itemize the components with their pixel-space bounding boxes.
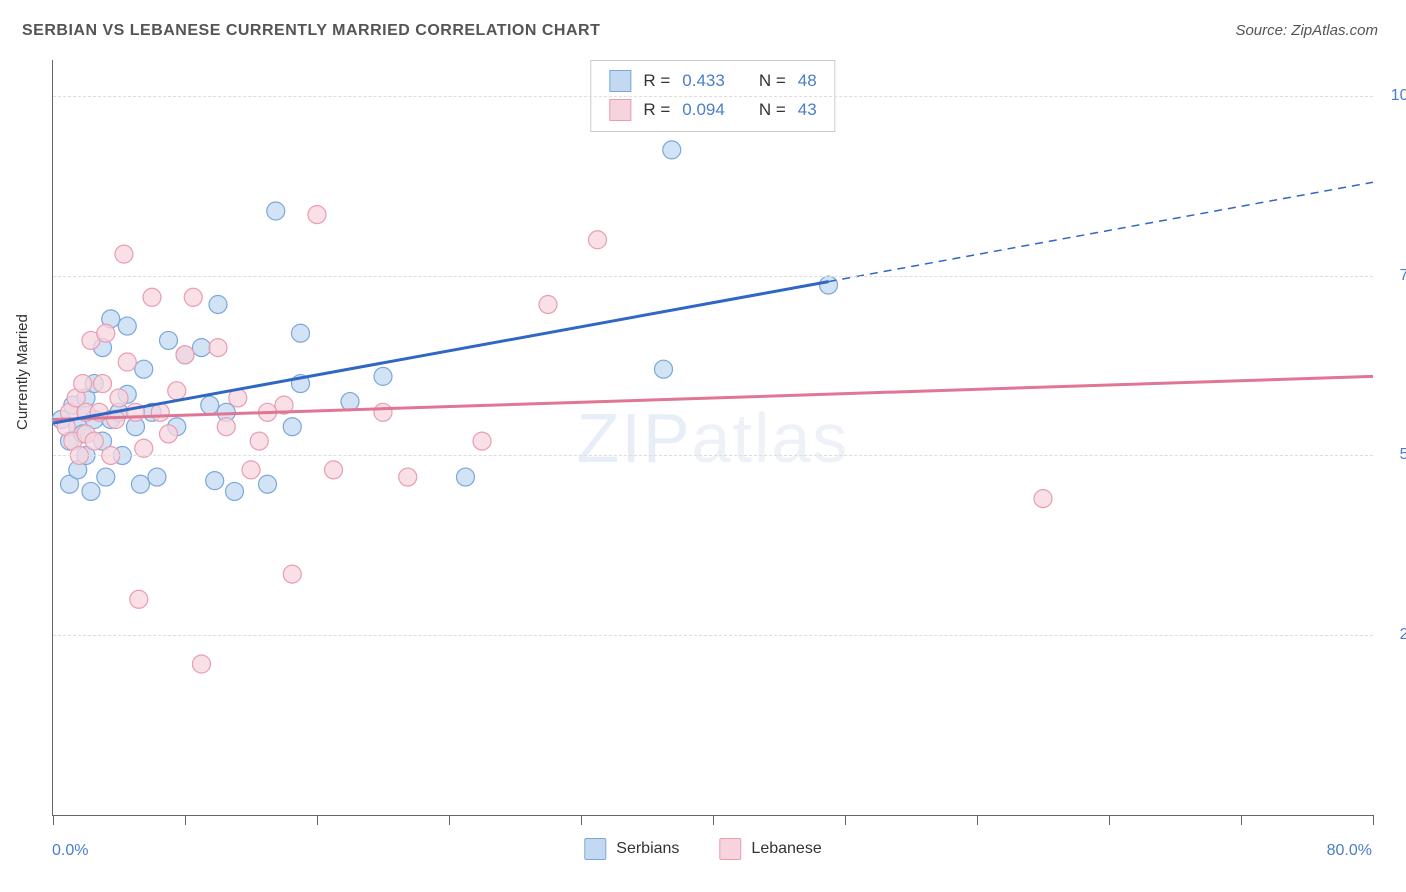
trendline-lebanese bbox=[53, 376, 1373, 419]
data-point bbox=[283, 418, 301, 436]
plot-area: ZIPatlas R =0.433N =48R =0.094N =43 25.0… bbox=[52, 60, 1373, 816]
data-point bbox=[325, 461, 343, 479]
data-point bbox=[206, 472, 224, 490]
data-point bbox=[143, 288, 161, 306]
legend-swatch-icon bbox=[609, 99, 631, 121]
data-point bbox=[308, 206, 326, 224]
data-point bbox=[655, 360, 673, 378]
x-tick bbox=[713, 815, 714, 825]
data-point bbox=[135, 360, 153, 378]
stat-r-value: 0.433 bbox=[682, 67, 725, 96]
x-tick bbox=[449, 815, 450, 825]
data-point bbox=[193, 339, 211, 357]
x-tick bbox=[845, 815, 846, 825]
data-point bbox=[259, 475, 277, 493]
data-point bbox=[457, 468, 475, 486]
x-tick bbox=[1109, 815, 1110, 825]
data-point bbox=[283, 565, 301, 583]
data-point bbox=[209, 339, 227, 357]
data-point bbox=[374, 403, 392, 421]
data-point bbox=[217, 418, 235, 436]
data-point bbox=[97, 468, 115, 486]
data-point bbox=[374, 367, 392, 385]
bottom-legend: Serbians Lebanese bbox=[584, 838, 821, 860]
data-point bbox=[193, 655, 211, 673]
gridline bbox=[53, 635, 1373, 636]
x-tick bbox=[53, 815, 54, 825]
stat-n-label: N = bbox=[759, 67, 786, 96]
data-point bbox=[292, 324, 310, 342]
data-point bbox=[115, 245, 133, 263]
legend-label: Serbians bbox=[616, 840, 679, 858]
y-tick-label: 75.0% bbox=[1400, 267, 1406, 285]
stat-r-value: 0.094 bbox=[682, 96, 725, 125]
gridline bbox=[53, 455, 1373, 456]
source-label: Source: ZipAtlas.com bbox=[1235, 22, 1378, 39]
x-tick bbox=[1241, 815, 1242, 825]
data-point bbox=[539, 295, 557, 313]
x-tick bbox=[977, 815, 978, 825]
data-point bbox=[85, 432, 103, 450]
y-axis-label: Currently Married bbox=[14, 314, 31, 430]
data-point bbox=[341, 393, 359, 411]
x-tick bbox=[185, 815, 186, 825]
stat-r-label: R = bbox=[643, 67, 670, 96]
trendline-serbians-dashed bbox=[829, 182, 1374, 281]
data-point bbox=[176, 346, 194, 364]
data-point bbox=[589, 231, 607, 249]
legend-swatch-icon bbox=[719, 838, 741, 860]
data-point bbox=[209, 295, 227, 313]
y-tick-label: 100.0% bbox=[1391, 87, 1406, 105]
data-point bbox=[184, 288, 202, 306]
data-point bbox=[131, 475, 149, 493]
x-axis-min-label: 0.0% bbox=[52, 842, 88, 860]
legend-label: Lebanese bbox=[751, 840, 821, 858]
legend-swatch-icon bbox=[609, 70, 631, 92]
data-point bbox=[267, 202, 285, 220]
stats-row: R = 0.094 N = 43 bbox=[609, 96, 816, 125]
legend-item: Serbians bbox=[584, 838, 679, 860]
data-point bbox=[226, 482, 244, 500]
data-point bbox=[118, 353, 136, 371]
x-axis-max-label: 80.0% bbox=[1327, 842, 1372, 860]
data-point bbox=[663, 141, 681, 159]
x-tick bbox=[317, 815, 318, 825]
gridline bbox=[53, 276, 1373, 277]
chart-title: SERBIAN VS LEBANESE CURRENTLY MARRIED CO… bbox=[22, 22, 600, 40]
data-point bbox=[160, 331, 178, 349]
data-point bbox=[399, 468, 417, 486]
data-point bbox=[118, 317, 136, 335]
x-tick bbox=[581, 815, 582, 825]
data-point bbox=[473, 432, 491, 450]
data-point bbox=[250, 432, 268, 450]
plot-svg bbox=[53, 60, 1373, 815]
stat-n-value: 43 bbox=[798, 96, 817, 125]
data-point bbox=[94, 375, 112, 393]
y-tick-label: 50.0% bbox=[1400, 446, 1406, 464]
data-point bbox=[148, 468, 166, 486]
data-point bbox=[820, 276, 838, 294]
data-point bbox=[1034, 490, 1052, 508]
data-point bbox=[82, 482, 100, 500]
data-point bbox=[130, 590, 148, 608]
trendline-serbians-solid bbox=[53, 282, 829, 424]
data-point bbox=[201, 396, 219, 414]
x-tick bbox=[1373, 815, 1374, 825]
data-point bbox=[168, 382, 186, 400]
data-point bbox=[74, 375, 92, 393]
legend-item: Lebanese bbox=[719, 838, 821, 860]
data-point bbox=[160, 425, 178, 443]
legend-swatch-icon bbox=[584, 838, 606, 860]
stat-r-label: R = bbox=[643, 96, 670, 125]
stat-n-value: 48 bbox=[798, 67, 817, 96]
gridline bbox=[53, 96, 1373, 97]
y-tick-label: 25.0% bbox=[1400, 626, 1406, 644]
data-point bbox=[110, 389, 128, 407]
stats-row: R = 0.433 N = 48 bbox=[609, 67, 816, 96]
stat-n-label: N = bbox=[759, 96, 786, 125]
data-point bbox=[97, 324, 115, 342]
data-point bbox=[242, 461, 260, 479]
